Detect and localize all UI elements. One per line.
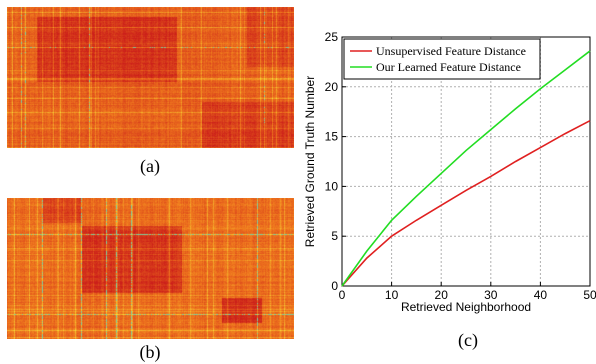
x-tick-label: 40: [534, 288, 548, 302]
series-line-2: [341, 50, 591, 287]
legend-entry: Unsupervised Feature Distance: [376, 44, 526, 58]
panel-label-b: (b): [139, 342, 161, 362]
legend-entry: Our Learned Feature Distance: [376, 60, 521, 74]
x-axis-title: Retrieved Neighborhood: [401, 300, 531, 314]
plot-frame: [341, 36, 591, 287]
chart-series: [341, 50, 591, 287]
x-tick-label: 50: [583, 288, 596, 302]
y-tick-label: 25: [325, 30, 339, 44]
x-tick-label: 0: [339, 288, 346, 302]
x-tick-label: 20: [435, 288, 449, 302]
y-axis-title: Retrieved Ground Truth Number: [303, 76, 317, 247]
y-tick-label: 15: [325, 130, 339, 144]
x-tick-label: 10: [385, 288, 399, 302]
panel-label-c: (c): [458, 330, 478, 350]
y-tick-label: 5: [331, 229, 338, 243]
series-line-1: [341, 119, 591, 287]
chart-legend: Unsupervised Feature Distance Our Learned…: [343, 38, 541, 80]
x-tick-label: 30: [484, 288, 498, 302]
panel-label-a: (a): [140, 156, 160, 176]
axis-ticks: 0 10 20 30 40 50 0 5 10 15 20 25: [325, 30, 596, 302]
y-tick-label: 10: [325, 179, 339, 193]
similarity-heatmap-a: [7, 7, 294, 148]
similarity-heatmap-b: [7, 198, 294, 339]
y-tick-label: 0: [331, 279, 338, 293]
y-tick-label: 20: [325, 80, 339, 94]
retrieval-line-chart: 0 10 20 30 40 50 0 5 10 15 20 25 Retrieved Neighbor…: [303, 30, 596, 314]
legend-box: [343, 38, 541, 80]
